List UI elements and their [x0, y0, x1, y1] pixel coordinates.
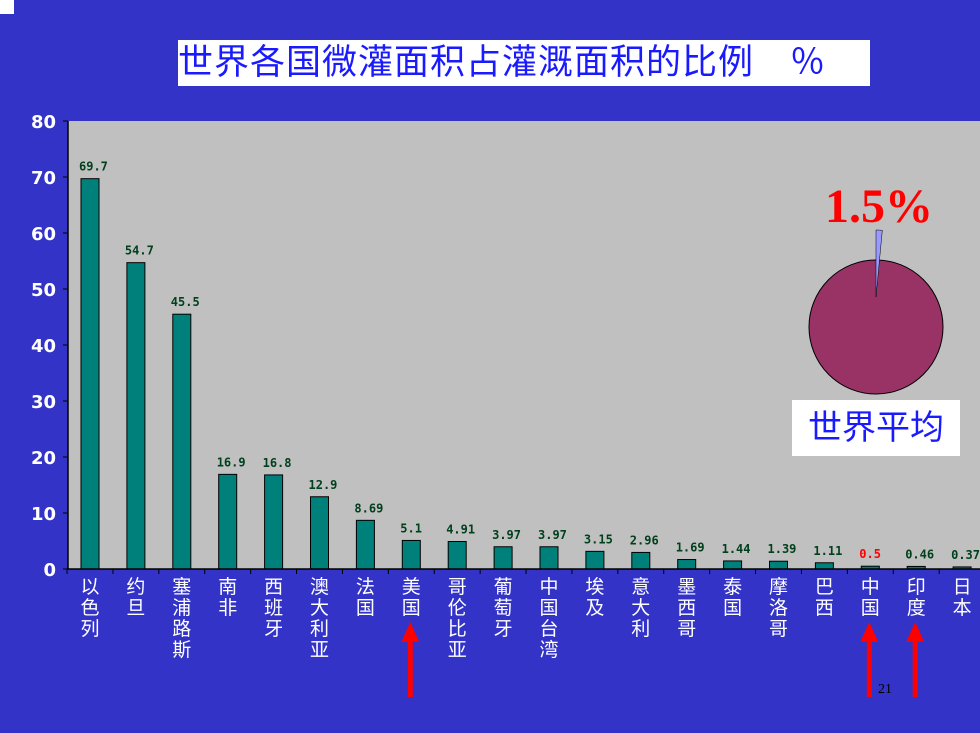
- value-label-17: 1.11: [813, 544, 842, 558]
- y-tick-label-6: 50: [31, 280, 56, 301]
- bar-14: [677, 559, 697, 570]
- page-number: 21: [878, 682, 892, 697]
- bar-2: [126, 262, 146, 570]
- value-labels: 69.7 54.7 45.5 16.9 16.8 12.9 8.69 5.1 4.91 3.97 3…: [79, 160, 980, 562]
- axes: 0 10 20 30 40 50 60 70 80: [31, 112, 980, 581]
- category-label-20: 日本: [953, 576, 972, 619]
- value-label-8: 5.1: [400, 521, 422, 535]
- bar-11: [539, 546, 559, 570]
- value-label-4: 16.9: [217, 455, 246, 469]
- value-label-5: 16.8: [263, 456, 292, 470]
- category-label-11: 中国台湾: [539, 576, 558, 661]
- arrow-shaft-18: [866, 640, 872, 697]
- y-tick-label-2: 10: [31, 504, 56, 525]
- category-label-8: 美国: [402, 576, 421, 619]
- arrow-head-18: [860, 622, 879, 642]
- category-label-14: 墨西哥: [677, 576, 696, 640]
- value-label-3: 45.5: [171, 295, 200, 309]
- category-label-4: 南非: [218, 576, 237, 619]
- category-label-10: 葡萄牙: [494, 576, 513, 640]
- category-label-1: 以色列: [80, 576, 99, 640]
- category-label-6: 澳大利亚: [310, 576, 329, 661]
- y-tick-label-4: 30: [31, 392, 56, 413]
- value-label-2: 54.7: [125, 244, 154, 258]
- category-label-2: 约旦: [126, 576, 145, 619]
- pie-slice-highlight: [875, 229, 883, 298]
- arrow-8: [401, 622, 420, 697]
- y-tick-label-1: 0: [43, 560, 56, 581]
- value-label-13: 2.96: [630, 533, 659, 547]
- category-label-3: 塞浦路斯: [172, 576, 191, 661]
- chart-title: 世界各国微灌面积占灌溉面积的比例 ％: [178, 40, 870, 86]
- bar-15: [723, 560, 743, 570]
- highlight-arrows: [401, 622, 925, 697]
- bar-10: [493, 546, 513, 570]
- pie-percentage-label: 1.5%: [825, 180, 933, 233]
- arrow-19: [906, 622, 925, 697]
- slide-corner-mark: [0, 0, 14, 14]
- y-tick-label-7: 60: [31, 224, 56, 245]
- bar-12: [585, 550, 605, 570]
- arrow-shaft-19: [912, 640, 918, 697]
- category-label-16: 摩洛哥: [769, 576, 788, 640]
- category-label-19: 印度: [907, 576, 926, 619]
- arrow-head-8: [401, 622, 420, 642]
- category-label-17: 巴西: [815, 576, 834, 619]
- bar-16: [769, 560, 788, 570]
- arrow-shaft-8: [407, 640, 413, 697]
- value-label-16: 1.39: [768, 542, 797, 556]
- pie-chart: [808, 229, 944, 395]
- bar-3: [172, 313, 192, 570]
- bar-6: [310, 496, 329, 570]
- bar-1: [80, 178, 100, 570]
- pie-caption: 世界平均: [792, 400, 960, 456]
- value-label-19: 0.46: [905, 547, 934, 561]
- category-label-12: 埃及: [585, 576, 604, 619]
- value-label-18: 0.5: [859, 547, 881, 561]
- category-label-7: 法国: [356, 576, 375, 619]
- value-label-12: 3.15: [584, 532, 613, 546]
- value-label-9: 4.91: [446, 523, 475, 537]
- bar-17: [814, 562, 834, 570]
- y-tick-label-8: 70: [31, 168, 56, 189]
- category-label-13: 意大利: [631, 576, 650, 640]
- value-label-7: 8.69: [354, 501, 383, 515]
- category-label-5: 西班牙: [264, 576, 283, 640]
- value-label-14: 1.69: [676, 541, 705, 555]
- value-label-15: 1.44: [722, 542, 751, 556]
- y-tick-label-3: 20: [31, 448, 56, 469]
- bar-5: [264, 474, 284, 570]
- bar-13: [631, 551, 651, 570]
- category-label-15: 泰国: [723, 576, 742, 619]
- value-label-10: 3.97: [492, 528, 521, 542]
- bar-7: [355, 519, 375, 570]
- arrow-head-19: [906, 622, 925, 642]
- y-tick-label-5: 40: [31, 336, 56, 357]
- value-label-1: 69.7: [79, 160, 108, 174]
- bar-8: [401, 539, 421, 570]
- bar-9: [447, 541, 467, 570]
- value-label-6: 12.9: [309, 478, 338, 492]
- bar-series: [80, 178, 972, 570]
- value-label-20: 0.37: [951, 548, 980, 562]
- arrow-18: [860, 622, 879, 697]
- value-label-11: 3.97: [538, 528, 567, 542]
- category-label-18: 中国: [861, 576, 880, 619]
- y-tick-label-9: 80: [31, 112, 56, 133]
- bar-4: [218, 473, 238, 570]
- category-label-9: 哥伦比亚: [448, 576, 467, 661]
